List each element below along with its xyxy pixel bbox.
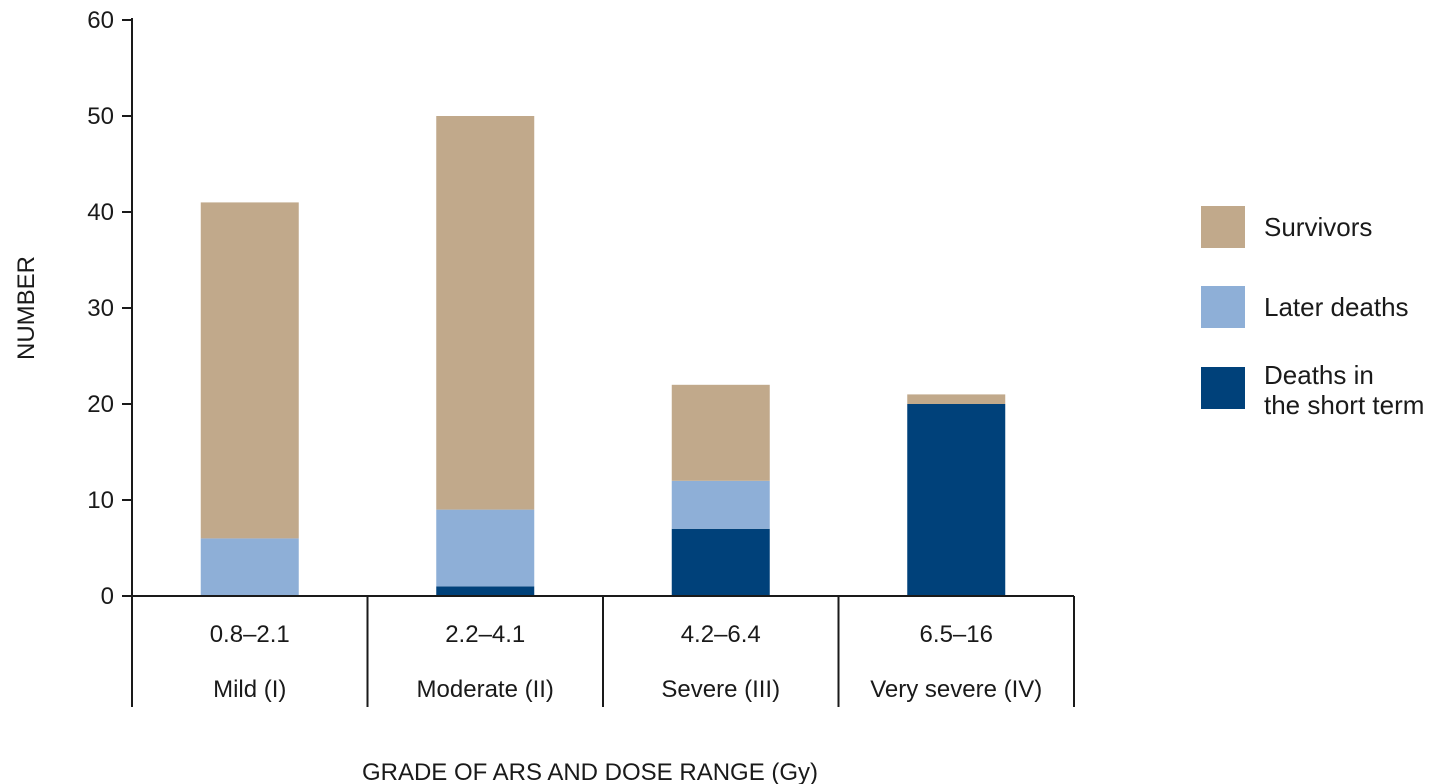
y-tick-label: 10	[87, 487, 114, 514]
dose-range-label: 2.2–4.1	[445, 621, 525, 648]
axes-group: 0 10 20 30 40 50 60 0.8–2.1 Mild (I) 2.2–4.1 Moder…	[87, 7, 1075, 707]
legend-label: the short term	[1264, 390, 1424, 420]
bars-group	[200, 116, 1006, 596]
grade-label: Very severe (IV)	[870, 676, 1042, 703]
dose-range-label: 0.8–2.1	[210, 621, 290, 648]
dose-range-label: 4.2–6.4	[681, 621, 761, 648]
y-tick-label: 50	[87, 103, 114, 130]
bar-segment	[671, 480, 770, 529]
legend-label: Survivors	[1264, 212, 1372, 242]
dose-range-label: 6.5–16	[920, 621, 993, 648]
y-tick-label: 40	[87, 199, 114, 226]
grade-label: Severe (III)	[661, 676, 780, 703]
y-tick-label: 60	[87, 7, 114, 34]
y-tick-label: 30	[87, 295, 114, 322]
legend-swatch	[1201, 286, 1245, 328]
bar-segment	[436, 586, 535, 596]
y-tick-label: 20	[87, 391, 114, 418]
grade-label: Moderate (II)	[417, 676, 554, 703]
y-tick-label: 0	[101, 583, 114, 610]
bar-segment	[436, 509, 535, 587]
y-axis-title: NUMBER	[13, 256, 40, 360]
legend-label: Later deaths	[1264, 292, 1409, 322]
bar-segment	[907, 394, 1006, 404]
legend-swatch	[1201, 206, 1245, 248]
bar-segment	[671, 528, 770, 596]
x-axis-title: GRADE OF ARS AND DOSE RANGE (Gy)	[362, 759, 818, 784]
bar-segment	[436, 116, 535, 510]
bar-segment	[671, 384, 770, 481]
bar-segment	[200, 202, 299, 539]
legend-label: Deaths in	[1264, 360, 1374, 390]
bar-segment	[907, 404, 1006, 596]
legend-swatch	[1201, 367, 1245, 409]
bar-segment	[200, 538, 299, 596]
grade-label: Mild (I)	[213, 676, 286, 703]
